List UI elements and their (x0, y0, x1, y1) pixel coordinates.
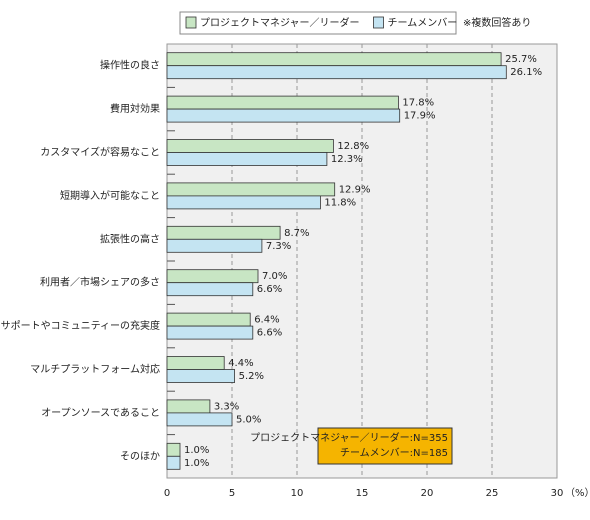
bar (166, 399, 211, 414)
bar (166, 312, 251, 327)
bar (166, 369, 235, 383)
y-tick-label: マルチプラットフォーム対応 (30, 363, 160, 376)
legend-swatch (373, 16, 384, 29)
value-label: 8.7% (284, 228, 309, 239)
x-tick-label: 20 (421, 488, 434, 499)
value-label: 7.3% (266, 241, 291, 252)
value-label: 5.0% (236, 414, 261, 425)
value-label: 4.4% (228, 358, 253, 369)
bar (166, 325, 254, 340)
y-tick-label: サポートやコミュニティーの充実度 (1, 319, 160, 332)
bar (166, 269, 259, 284)
value-label: 7.0% (262, 271, 287, 282)
value-label: 17.8% (402, 98, 434, 109)
bar (166, 65, 507, 80)
value-label: 12.3% (331, 154, 363, 165)
value-label: 25.7% (505, 54, 537, 65)
value-label: 12.9% (339, 184, 371, 195)
y-tick-label: オープンソースであること (41, 407, 160, 419)
bar (166, 195, 321, 210)
bar (166, 455, 181, 470)
annotation-box (317, 427, 453, 465)
bar (166, 442, 181, 457)
value-label: 11.8% (324, 197, 356, 208)
y-tick-label: 短期導入が可能なこと (60, 189, 160, 202)
value-label: 12.8% (337, 141, 369, 152)
y-tick-label: 費用対効果 (110, 102, 160, 115)
value-label: 1.0% (184, 445, 209, 456)
x-tick-label: 15 (356, 488, 369, 499)
bar (166, 356, 225, 370)
value-label: 5.2% (239, 371, 264, 382)
x-tick-label: 10 (291, 488, 304, 499)
bar (166, 182, 336, 197)
annotation-text: チームメンバー:N=185 (340, 447, 448, 459)
y-tick-label: 拡張性の高さ (100, 232, 160, 245)
x-tick-label: 25 (486, 488, 499, 499)
value-label: 3.3% (214, 401, 239, 412)
x-tick-label: 5 (229, 488, 235, 499)
note: ※複数回答あり (463, 16, 531, 29)
legend-label: プロジェクトマネジャー／リーダー (200, 16, 360, 29)
bar (166, 238, 263, 253)
bar (166, 139, 334, 153)
value-label: 1.0% (184, 458, 209, 469)
bar (166, 282, 254, 297)
bar (166, 152, 328, 166)
y-tick-label: 利用者／市場シェアの多さ (40, 276, 160, 289)
value-label: 26.1% (510, 67, 542, 78)
y-tick-label: そのほか (120, 450, 160, 462)
value-label: 6.4% (254, 315, 279, 326)
y-tick-label: カスタマイズが容易なこと (40, 146, 160, 159)
bar (166, 225, 281, 240)
annotation-text: プロジェクトマネジャー／リーダー:N=355 (250, 431, 448, 444)
legend-frame (179, 11, 457, 35)
x-tick-label: 0 (164, 488, 170, 499)
value-label: 6.6% (257, 284, 282, 295)
bar (166, 108, 401, 123)
value-label: 17.9% (404, 111, 436, 122)
bar (166, 52, 502, 67)
x-axis-unit: （%） (565, 487, 590, 499)
y-tick-label: 操作性の良さ (100, 59, 160, 72)
value-label: 6.6% (257, 328, 282, 339)
bar (166, 412, 233, 427)
legend-swatch (185, 16, 197, 29)
legend-label: チームメンバー (388, 17, 458, 29)
x-tick-label: 30 (551, 488, 564, 499)
bar (166, 95, 399, 110)
